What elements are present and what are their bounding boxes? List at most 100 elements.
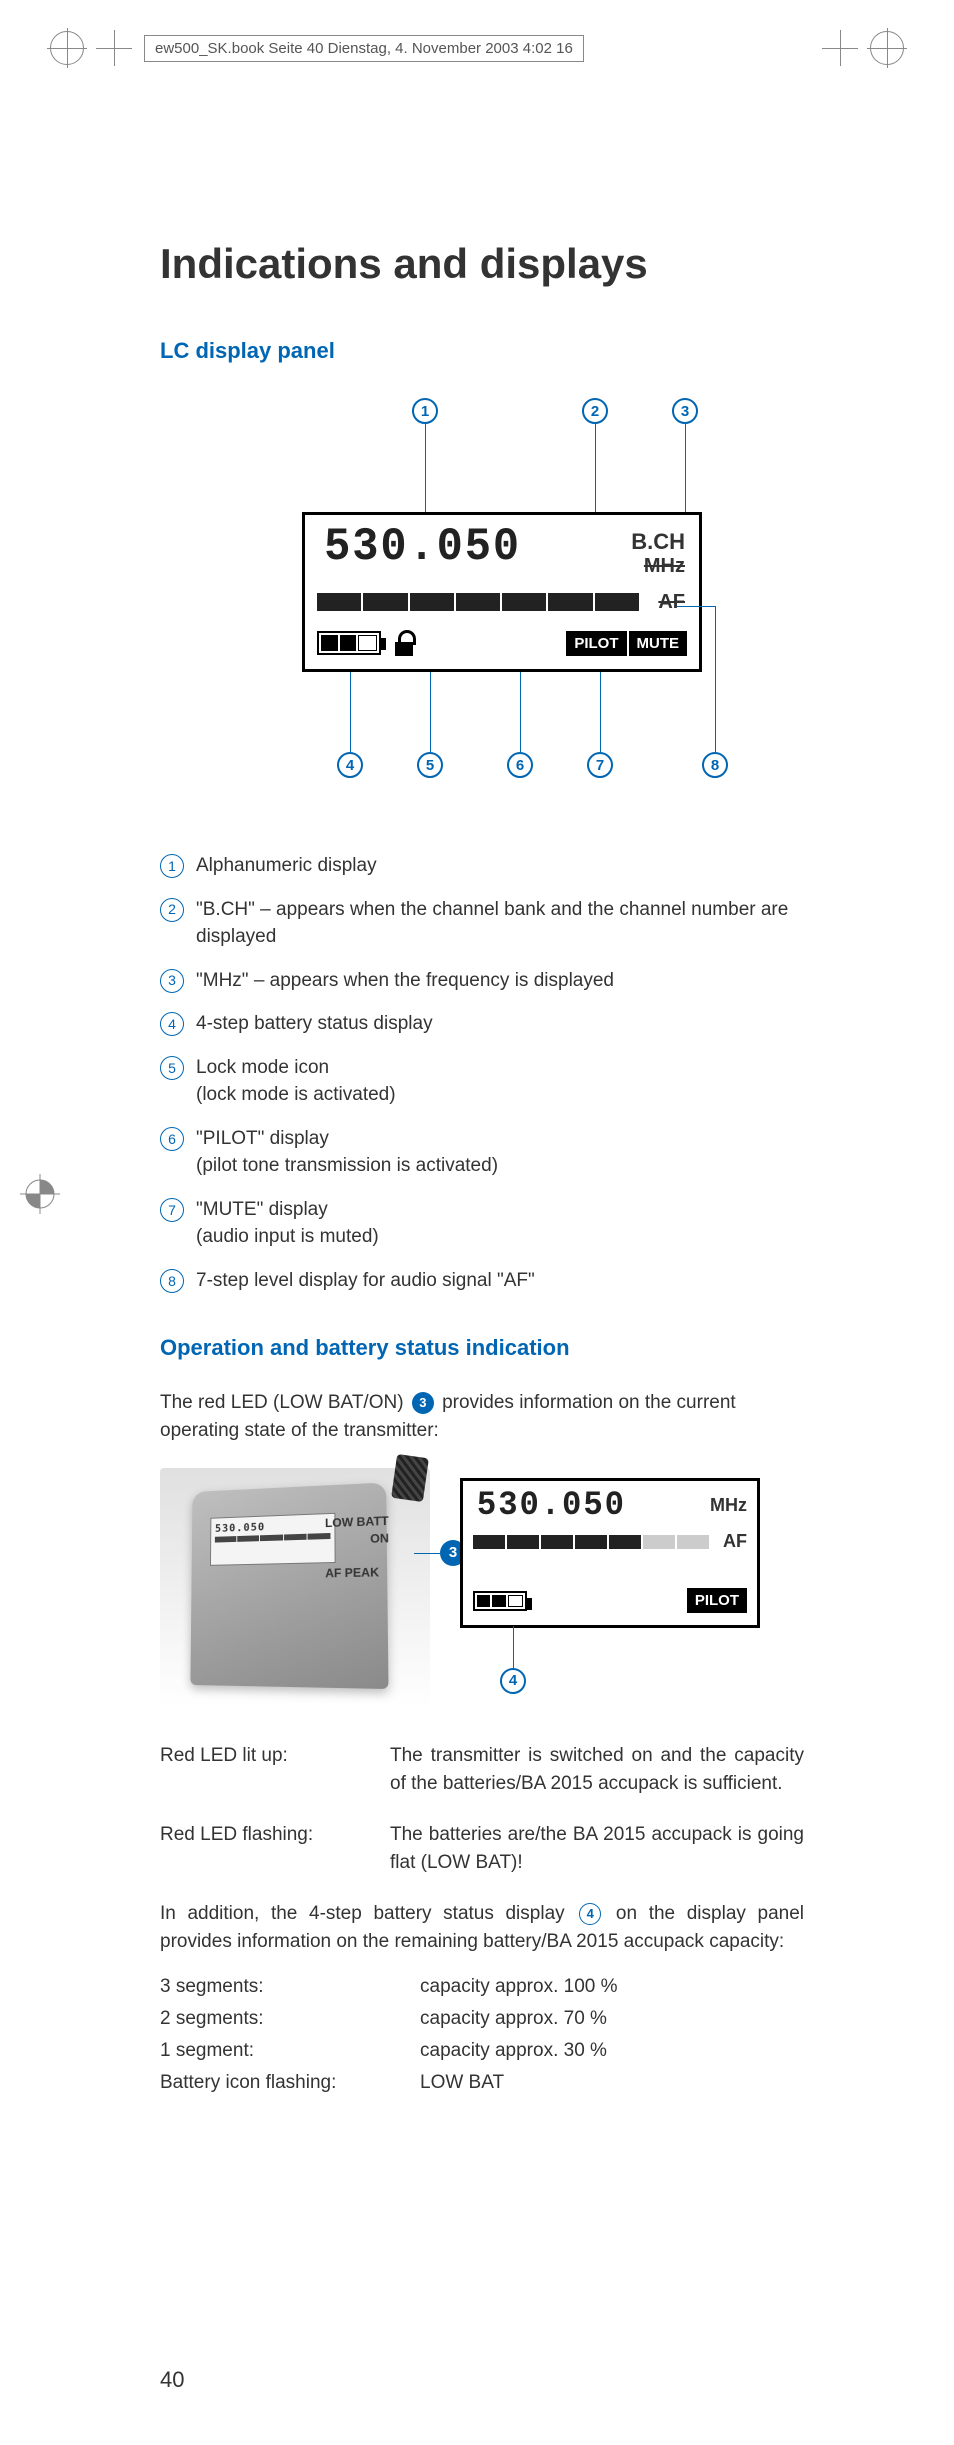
battery-paragraph: In addition, the 4-step battery status d… xyxy=(160,1900,804,1957)
device-mini-screen: 530.050 xyxy=(210,1512,336,1565)
intro-text-a: The red LED (LOW BAT/ON) xyxy=(160,1392,409,1413)
callout-8: 8 xyxy=(702,752,728,778)
capacity-row: Battery icon flashing:LOW BAT xyxy=(160,2067,804,2099)
legend-text: 4-step battery status display xyxy=(196,1010,804,1038)
legend-num: 7 xyxy=(160,1198,184,1222)
legend-item: 7 "MUTE" display (audio input is muted) xyxy=(160,1196,804,1251)
legend-text: "B.CH" – appears when the channel bank a… xyxy=(196,896,804,951)
legend-text: Lock mode icon (lock mode is activated) xyxy=(196,1054,804,1109)
callout-4-small: 4 xyxy=(500,1668,526,1694)
inline-ref-3: 3 xyxy=(412,1392,434,1414)
cap-key: 1 segment: xyxy=(160,2035,420,2067)
legend-num: 4 xyxy=(160,1012,184,1036)
print-header-text: ew500_SK.book Seite 40 Dienstag, 4. Nove… xyxy=(144,35,584,62)
crop-mark-icon xyxy=(822,30,858,66)
section-heading-lcd: LC display panel xyxy=(160,338,804,364)
lock-icon xyxy=(391,630,417,656)
label-lowbat: LOW BATT xyxy=(325,1512,389,1531)
callout-5: 5 xyxy=(417,752,443,778)
capacity-row: 2 segments:capacity approx. 70 % xyxy=(160,2003,804,2035)
callout-6: 6 xyxy=(507,752,533,778)
legend-num: 6 xyxy=(160,1127,184,1151)
section-heading-operation: Operation and battery status indication xyxy=(160,1335,804,1361)
registration-mark-icon xyxy=(870,31,904,65)
cap-val: capacity approx. 30 % xyxy=(420,2035,607,2067)
cap-val: capacity approx. 70 % xyxy=(420,2003,607,2035)
page-number: 40 xyxy=(160,2367,184,2393)
legend-num: 8 xyxy=(160,1269,184,1293)
callout-line xyxy=(595,424,596,514)
legend-item: 3 "MHz" – appears when the frequency is d… xyxy=(160,967,804,995)
legend-num: 5 xyxy=(160,1056,184,1080)
battery-icon xyxy=(473,1591,527,1611)
legend-list: 1Alphanumeric display 2 "B.CH" – appears … xyxy=(160,852,804,1295)
callout-line xyxy=(677,606,715,607)
lcd-small-af: AF xyxy=(723,1531,747,1552)
document-page: ew500_SK.book Seite 40 Dienstag, 4. Nove… xyxy=(0,0,954,2445)
callout-3: 3 xyxy=(672,398,698,424)
callout-line xyxy=(715,606,716,752)
label-on: ON xyxy=(325,1529,389,1548)
legend-item: 5 Lock mode icon (lock mode is activated) xyxy=(160,1054,804,1109)
legend-text: Alphanumeric display xyxy=(196,852,804,880)
inline-ref-4: 4 xyxy=(579,1903,601,1925)
lcd-af-label: AF xyxy=(658,591,685,614)
lcd-mute-label: MUTE xyxy=(629,631,688,656)
legend-num: 2 xyxy=(160,898,184,922)
side-registration-icon xyxy=(20,1174,60,1214)
label-afpeak: AF PEAK xyxy=(325,1563,389,1581)
print-header: ew500_SK.book Seite 40 Dienstag, 4. Nove… xyxy=(50,30,904,66)
device-and-lcd-row: 530.050 LOW BATT ON AF PEAK 3 530.050 MH… xyxy=(160,1468,804,1708)
cap-key: 2 segments: xyxy=(160,2003,420,2035)
legend-text: "MUTE" display (audio input is muted) xyxy=(196,1196,804,1251)
callout-2: 2 xyxy=(582,398,608,424)
cap-key: 3 segments: xyxy=(160,1971,420,2003)
device-photo: 530.050 LOW BATT ON AF PEAK 3 xyxy=(160,1468,430,1708)
callout-4: 4 xyxy=(337,752,363,778)
def-term: Red LED flashing: xyxy=(160,1821,390,1878)
callout-1: 1 xyxy=(412,398,438,424)
lcd-bch-label: B.CH xyxy=(631,529,685,555)
legend-text: 7-step level display for audio signal "A… xyxy=(196,1267,804,1295)
lcd-panel: 530.050 B.CH MHz AF PILOT MUTE xyxy=(302,512,702,672)
lcd-bottom-row: PILOT MUTE xyxy=(317,627,687,659)
def-text: The transmitter is switched on and the c… xyxy=(390,1742,804,1799)
device-body: 530.050 LOW BATT ON AF PEAK xyxy=(190,1482,388,1689)
legend-num: 3 xyxy=(160,969,184,993)
lcd-small-mhz: MHz xyxy=(710,1495,747,1516)
callout-line xyxy=(600,672,601,752)
lcd-small-bar xyxy=(473,1535,709,1549)
callout-line xyxy=(350,672,351,752)
def-row: Red LED lit up: The transmitter is switc… xyxy=(160,1742,804,1799)
legend-item: 2 "B.CH" – appears when the channel bank … xyxy=(160,896,804,951)
def-row: Red LED flashing: The batteries are/the … xyxy=(160,1821,804,1878)
cap-key: Battery icon flashing: xyxy=(160,2067,420,2099)
callout-line xyxy=(520,672,521,752)
callout-line xyxy=(425,424,426,512)
capacity-row: 1 segment:capacity approx. 30 % xyxy=(160,2035,804,2067)
callout-line xyxy=(414,1553,440,1554)
intro-paragraph: The red LED (LOW BAT/ON) 3 provides info… xyxy=(160,1389,804,1446)
callout-line xyxy=(513,1626,514,1668)
def-term: Red LED lit up: xyxy=(160,1742,390,1799)
cap-val: LOW BAT xyxy=(420,2067,504,2099)
callout-line xyxy=(430,672,431,752)
cap-val: capacity approx. 100 % xyxy=(420,1971,618,2003)
device-side-labels: LOW BATT ON AF PEAK xyxy=(325,1512,389,1581)
legend-item: 1Alphanumeric display xyxy=(160,852,804,880)
capacity-row: 3 segments:capacity approx. 100 % xyxy=(160,1971,804,2003)
lcd-small-pilot: PILOT xyxy=(687,1588,747,1613)
antenna-icon xyxy=(391,1454,429,1502)
crop-mark-icon xyxy=(96,30,132,66)
legend-text: "MHz" – appears when the frequency is di… xyxy=(196,967,804,995)
legend-item: 4 4-step battery status display xyxy=(160,1010,804,1038)
legend-item: 8 7-step level display for audio signal "… xyxy=(160,1267,804,1295)
callout-7: 7 xyxy=(587,752,613,778)
lcd-mhz-label: MHz xyxy=(644,555,685,578)
lcd-level-bar xyxy=(317,593,639,611)
lcd-pilot-label: PILOT xyxy=(566,631,626,656)
def-text: The batteries are/the BA 2015 accupack i… xyxy=(390,1821,804,1878)
lcd-panel-small: 530.050 MHz AF PILOT xyxy=(460,1478,760,1628)
lcd-freq-display: 530.050 xyxy=(324,521,521,573)
para4-a: In addition, the 4-step battery status d… xyxy=(160,1903,576,1924)
